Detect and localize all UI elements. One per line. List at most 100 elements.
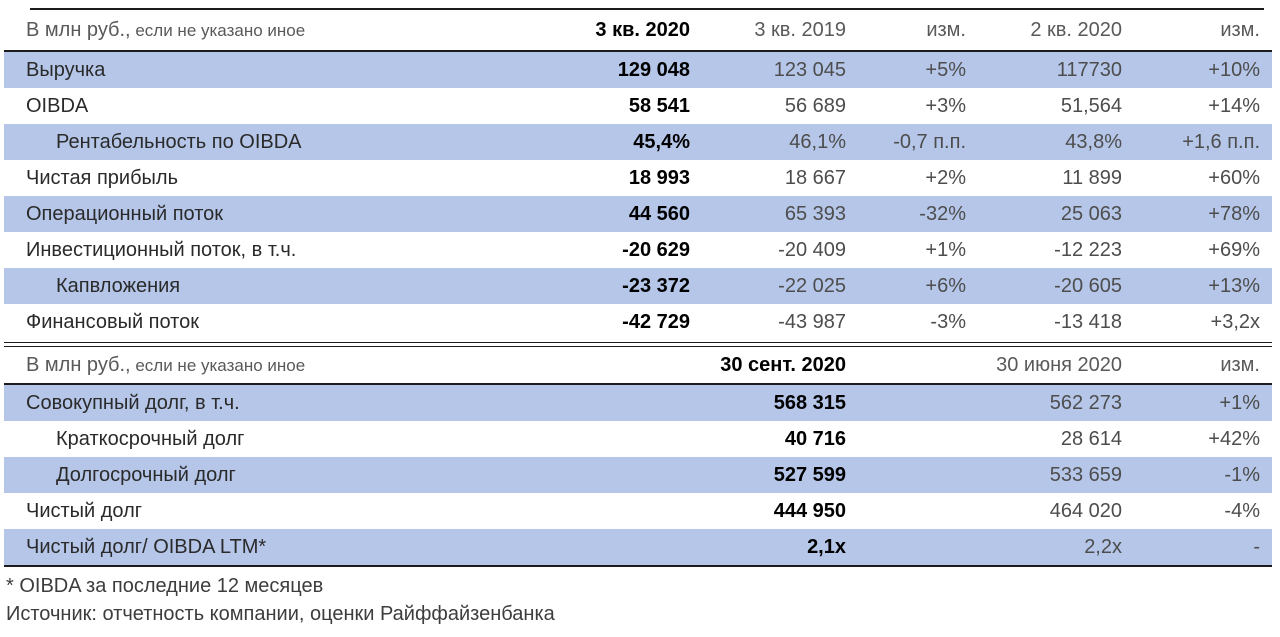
cell-value: -20 605 [966,268,1122,304]
table-row: Капвложения -23 372 -22 025 +6% -20 605 +13% [4,268,1272,304]
cell-value: +1% [1122,384,1272,421]
cell-value: 568 315 [440,384,846,421]
column-header-q2-2020: 2 кв. 2020 [966,10,1122,52]
cell-value: -0,7 п.п. [846,124,966,160]
unit-label-main: В млн руб., [26,18,131,41]
cell-value: +6% [846,268,966,304]
column-header-q3-2020: 3 кв. 2020 [440,10,690,52]
cell-value: 117730 [966,51,1122,88]
cell-value: 2,2x [846,529,1122,566]
cell-value: -3% [930,310,966,333]
cell-value: 18 667 [784,166,846,189]
cell-value: 46,1% [690,124,846,160]
table-row: Рентабельность по OIBDA 45,4% 46,1% -0,7 п.… [4,124,1272,160]
cell-value: 562 273 [846,384,1122,421]
cell-value: 2,1x [440,529,846,566]
cell-value: 40 716 [784,427,846,450]
table-row: Чистый долг 444 950 464 020 -4% [4,493,1272,529]
debt-table-body: Совокупный долг, в т.ч. 568 315 562 273 +1%… [4,384,1272,566]
cell-value: 51,564 [1060,94,1122,117]
unit-label-small: если не указано иное [130,355,306,375]
cell-value: 65 393 [690,196,846,232]
cell-value: -22 025 [690,268,846,304]
cell-value: 18 993 [628,166,690,189]
row-label: Совокупный долг, в т.ч. [4,384,440,421]
column-header-30-sep-2020: 30 сент. 2020 [440,347,846,385]
cell-value: +1,6 п.п. [1122,124,1272,160]
cell-value: +2% [925,166,966,189]
row-label: Чистый долг/ OIBDA LTM* [4,529,440,566]
row-label: Рентабельность по OIBDA [4,124,440,160]
column-header-30-jun-2020: 30 июня 2020 [846,347,1122,385]
cell-value: -32% [846,196,966,232]
footnote-oibda-ltm: * OIBDA за последние 12 месяцев [6,575,324,597]
cell-value: 44 560 [440,196,690,232]
row-label: OIBDA [26,94,89,117]
cell-value: 28 614 [1060,427,1122,450]
cell-value: -13 418 [1054,310,1122,333]
cell-value: 56 689 [784,94,846,117]
cell-value: +13% [1122,268,1272,304]
cell-value: -42 729 [622,310,690,333]
cell-value: +69% [1208,238,1260,261]
table-row: Совокупный долг, в т.ч. 568 315 562 273 +1% [4,384,1272,421]
cell-value: 444 950 [773,499,846,522]
column-header-change-qoq: изм. [1122,10,1272,52]
cell-value: +1% [925,238,966,261]
row-label: Долгосрочный долг [4,457,440,493]
table-header-row: В млн руб., если не указано иное 30 сент… [4,347,1272,385]
cell-value: -23 372 [440,268,690,304]
section-divider [4,342,1272,347]
row-label: Чистый долг [26,499,143,522]
cell-value: +5% [846,51,966,88]
cell-value: +78% [1122,196,1272,232]
table-row: Краткосрочный долг 40 716 28 614 +42% [4,421,1272,457]
row-label: Операционный поток [4,196,440,232]
unit-label: В млн руб., если не указано иное [4,347,440,385]
table-row: Чистая прибыль 18 993 18 667 +2% 11 899 +60% [4,160,1272,196]
cell-value: 527 599 [440,457,846,493]
cell-value: 129 048 [440,51,690,88]
cell-value: 25 063 [966,196,1122,232]
cell-value: +60% [1208,166,1260,189]
cell-value: 533 659 [846,457,1122,493]
footnote-source: Источник: отчетность компании, оценки Ра… [6,603,555,625]
column-header-q3-2019: 3 кв. 2019 [690,10,846,52]
cell-value: 464 020 [1049,499,1122,522]
cell-value: -20 629 [622,238,690,261]
quarterly-results-body: Выручка 129 048 123 045 +5% 117730 +10% OIBDA 5… [4,51,1272,340]
unit-label-small: если не указано иное [130,20,306,40]
table-row: Долгосрочный долг 527 599 533 659 -1% [4,457,1272,493]
table-row: Чистый долг/ OIBDA LTM* 2,1x 2,2x - [4,529,1272,566]
top-rule [30,8,1264,10]
cell-value: +3,2x [1210,310,1260,333]
table-row: Инвестиционный поток, в т.ч. -20 629 -20 4… [4,232,1272,268]
footnotes: * OIBDA за последние 12 месяцев Источник… [6,572,1280,628]
table-row: Финансовый поток -42 729 -43 987 -3% -13 418… [4,304,1272,340]
cell-value: -1% [1122,457,1272,493]
table-header-row: В млн руб., если не указано иное 3 кв. 2… [4,10,1272,52]
row-label: Капвложения [4,268,440,304]
cell-value: 11 899 [1062,166,1122,189]
cell-value: 43,8% [966,124,1122,160]
quarterly-results-table: В млн руб., если не указано иное 3 кв. 2… [4,10,1272,340]
cell-value: 58 541 [628,94,690,117]
cell-value: +42% [1208,427,1260,450]
cell-value: +3% [925,94,966,117]
table-row: Выручка 129 048 123 045 +5% 117730 +10% [4,51,1272,88]
row-label: Выручка [4,51,440,88]
row-label: Чистая прибыль [26,166,178,189]
cell-value: - [1122,529,1272,566]
column-header-change-yoy: изм. [846,10,966,52]
column-header-change: изм. [1122,347,1272,385]
cell-value: -12 223 [1054,238,1122,261]
cell-value: 123 045 [690,51,846,88]
row-label: Краткосрочный долг [56,427,245,450]
row-label: Инвестиционный поток, в т.ч. [26,238,297,261]
cell-value: -4% [1224,499,1260,522]
unit-label-main: В млн руб., [26,353,131,376]
cell-value: 45,4% [440,124,690,160]
cell-value: +14% [1208,94,1260,117]
cell-value: -20 409 [778,238,846,261]
